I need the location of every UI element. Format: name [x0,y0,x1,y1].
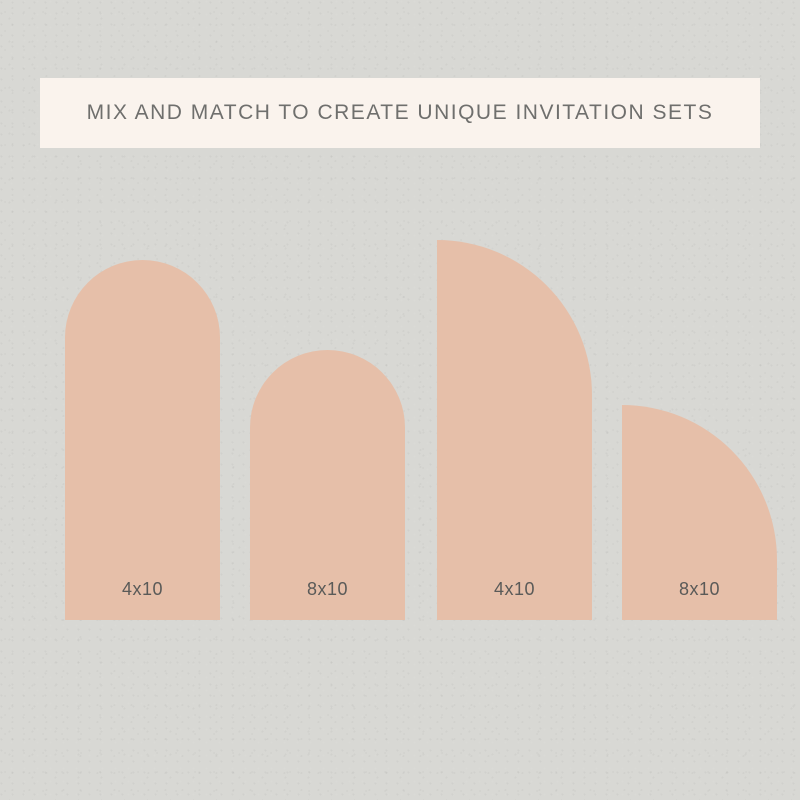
shape-tall-arch: 4x10 [65,260,220,620]
shape-short-half-arch: 8x10 [622,405,777,620]
title-text: MIX AND MATCH TO CREATE UNIQUE INVITATIO… [87,101,714,125]
shape-label: 8x10 [622,579,777,600]
shapes-stage: 4x10 8x10 4x10 8x10 [0,240,800,620]
shape-label: 4x10 [65,579,220,600]
shape-label: 8x10 [250,579,405,600]
shape-short-arch: 8x10 [250,350,405,620]
title-banner: MIX AND MATCH TO CREATE UNIQUE INVITATIO… [40,78,760,148]
shape-tall-half-arch: 4x10 [437,240,592,620]
shape-label: 4x10 [437,579,592,600]
